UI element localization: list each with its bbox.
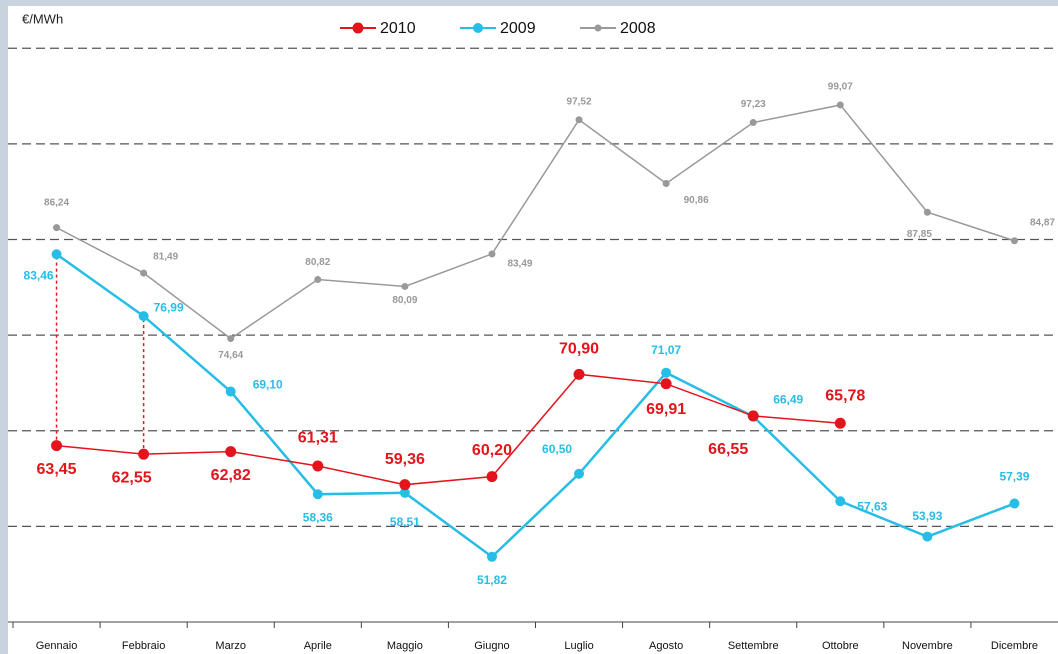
data-label: 60,50 — [542, 442, 572, 456]
series-line — [56, 104, 1015, 340]
data-point — [488, 250, 496, 258]
data-label: 59,36 — [385, 451, 425, 468]
data-label: 63,45 — [37, 461, 77, 478]
x-tick-label: Novembre — [902, 640, 953, 652]
data-label: 57,39 — [999, 470, 1029, 484]
data-point — [1010, 237, 1018, 245]
data-point — [660, 378, 672, 390]
data-label: 66,55 — [708, 441, 748, 458]
data-point — [312, 460, 324, 472]
data-label: 80,82 — [305, 257, 330, 268]
legend-swatch — [473, 23, 483, 33]
data-label: 87,85 — [907, 229, 932, 240]
data-point — [399, 479, 411, 491]
data-point — [923, 208, 931, 216]
data-label: 80,09 — [392, 295, 417, 306]
x-tick-label: Gennaio — [36, 640, 78, 652]
data-label: 90,86 — [684, 195, 709, 206]
data-label: 57,63 — [857, 499, 887, 513]
data-label: 97,23 — [741, 99, 766, 110]
data-point — [401, 282, 409, 290]
legend-swatch — [594, 24, 602, 32]
data-label: 71,07 — [651, 343, 681, 357]
data-label: 81,49 — [153, 252, 178, 263]
legend-swatch — [352, 22, 364, 34]
data-point — [574, 468, 585, 479]
data-label: 99,07 — [828, 82, 853, 93]
x-tick-label: Luglio — [564, 640, 593, 652]
legend-label: 2009 — [500, 20, 536, 37]
data-label: 69,10 — [253, 378, 283, 392]
data-point — [138, 448, 150, 460]
data-point — [836, 101, 844, 109]
data-point — [835, 496, 846, 507]
plot-background — [8, 6, 1058, 654]
data-label: 65,78 — [825, 388, 865, 405]
data-point — [573, 368, 585, 380]
data-label: 74,64 — [218, 350, 243, 361]
data-label: 53,93 — [912, 509, 942, 523]
data-label: 51,82 — [477, 573, 507, 587]
data-point — [138, 311, 149, 322]
data-label: 97,52 — [567, 96, 592, 107]
data-label: 62,55 — [112, 469, 152, 486]
x-tick-label: Giugno — [474, 640, 509, 652]
data-point — [834, 417, 846, 429]
data-point — [51, 440, 63, 452]
data-label: 60,20 — [472, 442, 512, 459]
x-tick-label: Maggio — [387, 640, 423, 652]
data-label: 83,46 — [24, 268, 54, 282]
data-label: 70,90 — [559, 341, 599, 358]
data-point — [227, 335, 235, 343]
data-point — [312, 489, 323, 500]
data-point — [486, 471, 498, 483]
data-point — [225, 386, 236, 397]
x-tick-label: Ottobre — [822, 640, 859, 652]
y-axis-label: €/MWh — [22, 11, 63, 26]
x-tick-label: Agosto — [649, 640, 683, 652]
data-label: 62,82 — [211, 467, 251, 484]
data-label: 58,51 — [390, 515, 420, 529]
legend-label: 2010 — [380, 20, 416, 37]
series-line — [56, 373, 841, 486]
data-point — [486, 551, 497, 562]
data-label: 61,31 — [298, 429, 338, 446]
x-tick-label: Dicembre — [991, 640, 1038, 652]
data-point — [140, 269, 148, 277]
x-tick-label: Febbraio — [122, 640, 165, 652]
data-label: 76,99 — [154, 300, 184, 314]
series-line — [55, 253, 1015, 559]
x-tick-label: Settembre — [728, 640, 779, 652]
data-point — [225, 446, 237, 458]
data-point — [1009, 498, 1020, 509]
data-label: 84,87 — [1030, 217, 1055, 228]
data-label: 66,49 — [773, 393, 803, 407]
data-point — [747, 410, 759, 422]
legend-label: 2008 — [620, 20, 656, 37]
data-label: 58,36 — [303, 510, 333, 524]
x-tick-label: Aprile — [304, 640, 332, 652]
data-point — [314, 275, 322, 283]
data-point — [922, 531, 933, 542]
data-point — [575, 116, 583, 124]
data-label: 86,24 — [44, 197, 69, 208]
data-label: 83,49 — [507, 259, 532, 270]
data-point — [51, 249, 62, 260]
data-label: 69,91 — [646, 401, 686, 418]
data-point — [53, 224, 61, 232]
x-tick-label: Marzo — [215, 640, 246, 652]
data-point — [749, 119, 757, 127]
data-point — [399, 487, 410, 498]
data-point — [662, 179, 670, 187]
data-point — [661, 367, 672, 378]
